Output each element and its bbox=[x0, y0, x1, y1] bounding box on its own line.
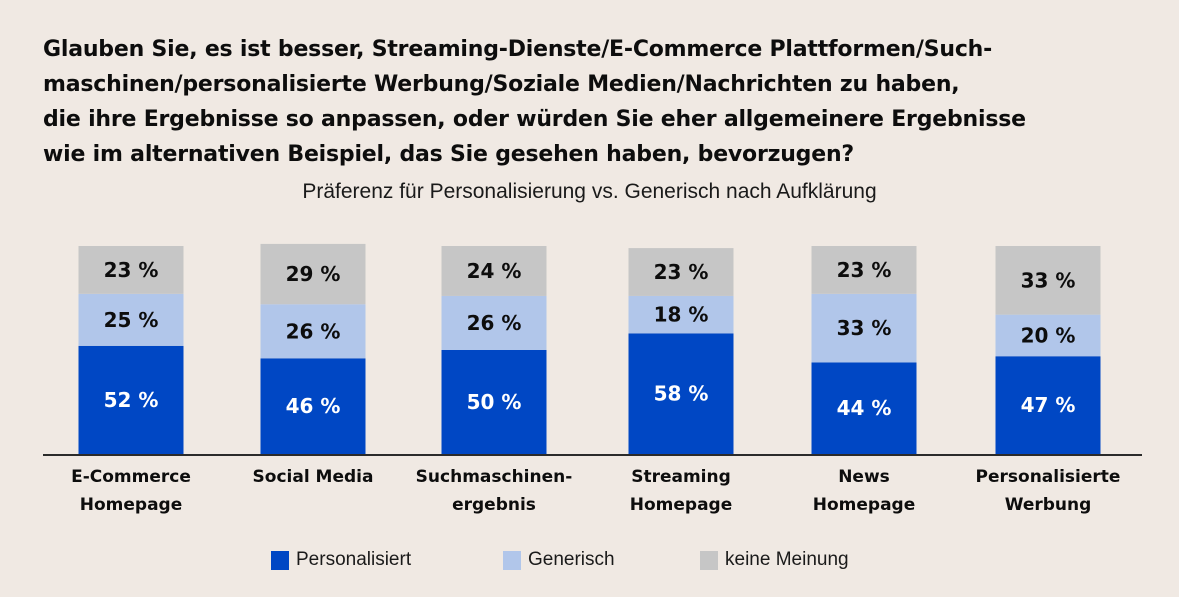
data-label-personalisiert: 58 % bbox=[654, 382, 709, 406]
data-label-keine-meinung: 23 % bbox=[104, 258, 159, 282]
data-label-personalisiert: 50 % bbox=[467, 390, 522, 414]
legend-item-generisch: Generisch bbox=[503, 549, 615, 571]
legend-label: Personalisiert bbox=[296, 549, 412, 570]
data-label-personalisiert: 47 % bbox=[1021, 393, 1076, 417]
question-line: maschinen/personalisierte Werbung/Sozial… bbox=[43, 72, 960, 97]
category-label: Personalisierte bbox=[976, 467, 1121, 487]
data-label-generisch: 18 % bbox=[654, 303, 709, 327]
bar-segment-personalisiert bbox=[995, 356, 1101, 454]
bar-segment-generisch bbox=[995, 314, 1101, 357]
legend: Personalisiert Generisch keine Meinung bbox=[0, 549, 1179, 573]
chart-subtitle: Präferenz für Personalisierung vs. Gener… bbox=[302, 180, 877, 203]
data-label-keine-meinung: 29 % bbox=[286, 262, 341, 286]
data-label-generisch: 20 % bbox=[1021, 323, 1076, 347]
data-label-generisch: 26 % bbox=[467, 311, 522, 335]
question-line: die ihre Ergebnisse so anpassen, oder wü… bbox=[43, 107, 1026, 132]
bar-segment-generisch bbox=[78, 293, 184, 346]
data-label-personalisiert: 52 % bbox=[104, 388, 159, 412]
legend-item-personalisiert: Personalisiert bbox=[271, 549, 411, 571]
data-label-personalisiert: 46 % bbox=[286, 394, 341, 418]
category-label: E-Commerce bbox=[71, 467, 191, 487]
bar-segment-generisch bbox=[441, 295, 547, 350]
legend-swatch-generisch bbox=[503, 550, 521, 570]
bar-segment-personalisiert bbox=[441, 350, 547, 454]
question-line: Glauben Sie, es ist besser, Streaming-Di… bbox=[43, 37, 993, 62]
category-label: Homepage bbox=[80, 495, 183, 515]
data-label-keine-meinung: 24 % bbox=[467, 259, 522, 283]
legend-swatch-personalisiert bbox=[271, 550, 289, 570]
data-label-personalisiert: 44 % bbox=[837, 396, 892, 420]
bar-segment-personalisiert bbox=[811, 362, 917, 454]
legend-label: keine Meinung bbox=[725, 549, 849, 570]
data-label-generisch: 26 % bbox=[286, 319, 341, 343]
category-label: News bbox=[838, 467, 890, 487]
category-label: Homepage bbox=[630, 495, 733, 515]
question-line: wie im alternativen Beispiel, das Sie ge… bbox=[43, 142, 854, 167]
category-label: Social Media bbox=[253, 467, 374, 487]
data-label-keine-meinung: 33 % bbox=[1021, 268, 1076, 292]
category-label: ergebnis bbox=[452, 495, 536, 515]
bar-segment-keine-meinung bbox=[441, 246, 547, 296]
question-title: Glauben Sie, es ist besser, Streaming-Di… bbox=[43, 32, 1163, 172]
data-label-generisch: 33 % bbox=[837, 316, 892, 340]
legend-swatch-keine-meinung bbox=[700, 550, 718, 570]
bar-segment-generisch bbox=[628, 295, 734, 334]
bar-segment-personalisiert bbox=[628, 333, 734, 454]
bar-segment-personalisiert bbox=[78, 345, 184, 454]
bar-segment-keine-meinung bbox=[628, 248, 734, 296]
bar-segment-personalisiert bbox=[260, 358, 366, 454]
legend-item-keine-meinung: keine Meinung bbox=[700, 549, 849, 571]
bar-segment-keine-meinung bbox=[995, 246, 1101, 315]
bar-segment-keine-meinung bbox=[260, 243, 366, 305]
bar-segment-generisch bbox=[811, 293, 917, 363]
data-label-keine-meinung: 23 % bbox=[837, 258, 892, 282]
category-label: Homepage bbox=[813, 495, 916, 515]
legend-label: Generisch bbox=[528, 549, 615, 570]
data-label-generisch: 25 % bbox=[104, 308, 159, 332]
data-label-keine-meinung: 23 % bbox=[654, 260, 709, 284]
bar-segment-keine-meinung bbox=[78, 246, 184, 294]
bar-segment-generisch bbox=[260, 304, 366, 359]
category-label: Werbung bbox=[1005, 495, 1092, 515]
category-label: Streaming bbox=[631, 467, 731, 487]
bar-segment-keine-meinung bbox=[811, 246, 917, 294]
category-label: Suchmaschinen- bbox=[416, 467, 573, 487]
